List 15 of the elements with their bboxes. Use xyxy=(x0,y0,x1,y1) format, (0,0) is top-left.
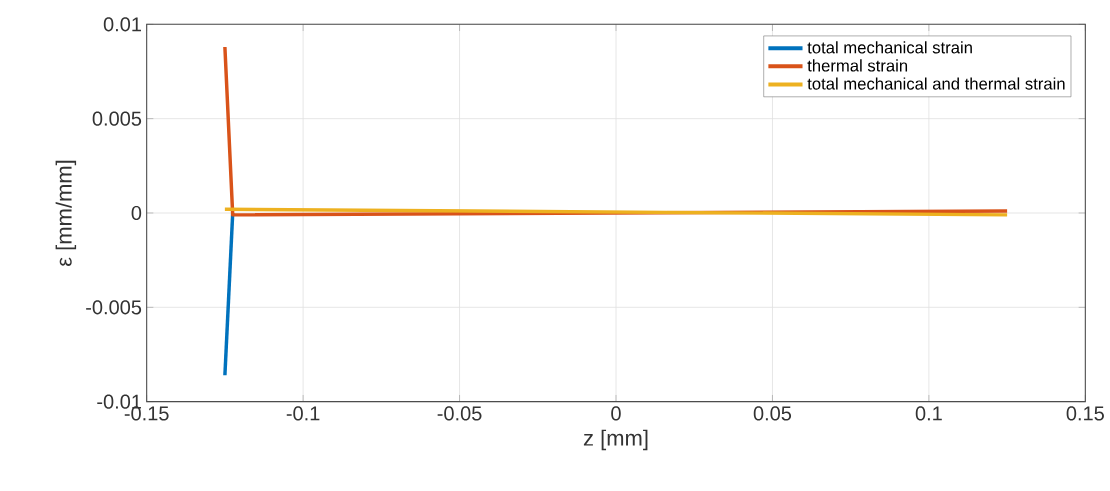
y-tick-label: 0 xyxy=(131,205,142,221)
x-tick-label: -0.1 xyxy=(286,406,320,421)
x-tick-label: 0.1 xyxy=(915,406,942,421)
legend-label: total mechanical strain xyxy=(807,41,972,54)
x-tick-label: 0.05 xyxy=(753,406,792,421)
y-tick-label: -0.005 xyxy=(86,300,142,315)
legend-label: thermal strain xyxy=(807,59,908,72)
x-axis-title: z [mm] xyxy=(583,429,648,451)
x-tick-label: 0 xyxy=(611,406,621,421)
y-tick-label: 0.01 xyxy=(103,17,141,32)
x-tick-label: -0.05 xyxy=(437,406,482,421)
x-tick-label: 0.15 xyxy=(1066,406,1104,421)
y-axis-title: ε [mm/mm] xyxy=(55,160,77,267)
legend-label: total mechanical and thermal strain xyxy=(807,77,1065,90)
y-tick-label: 0.005 xyxy=(92,111,142,126)
